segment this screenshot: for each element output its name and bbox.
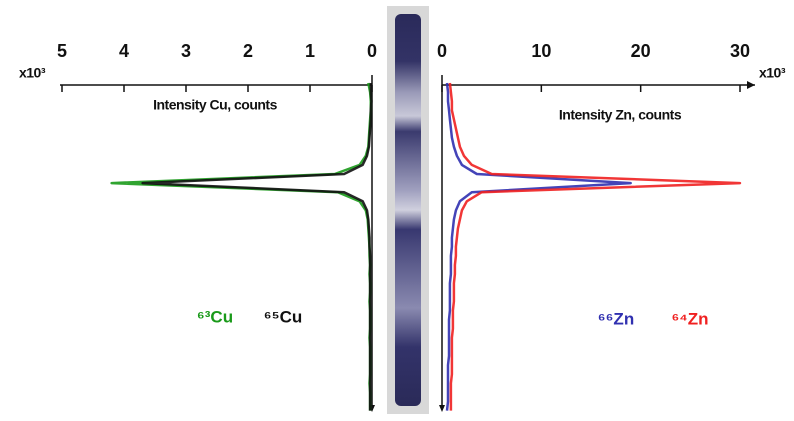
x-axis-title: Intensity Zn, counts	[559, 107, 682, 123]
x-tick-label: 1	[305, 41, 315, 61]
legend-label: ⁶⁶Zn	[598, 309, 634, 328]
x-tick-label: 2	[243, 41, 253, 61]
x-tick-label: 30	[730, 41, 750, 61]
x-tick-label: 20	[631, 41, 651, 61]
axis-multiplier: x10³	[19, 65, 46, 81]
gel-strip	[395, 14, 421, 406]
profile-line	[445, 82, 632, 411]
x-tick-label: 5	[57, 41, 67, 61]
profile-line	[141, 83, 373, 411]
axis-arrow	[747, 81, 755, 89]
x-tick-label: 10	[531, 41, 551, 61]
legend-label: ⁶⁴Zn	[671, 309, 708, 328]
x-tick-label: 3	[181, 41, 191, 61]
x-tick-label: 0	[437, 41, 447, 61]
profile-line	[448, 82, 742, 411]
x-tick-label: 4	[119, 41, 129, 61]
profile-line	[110, 82, 373, 411]
axis-multiplier: x10³	[759, 65, 786, 81]
axis-arrow	[439, 405, 445, 412]
legend-label: ⁶⁵Cu	[264, 307, 302, 326]
legend-label: ⁶³Cu	[197, 307, 233, 326]
x-axis-title: Intensity Cu, counts	[153, 97, 278, 113]
x-tick-label: 0	[367, 41, 377, 61]
